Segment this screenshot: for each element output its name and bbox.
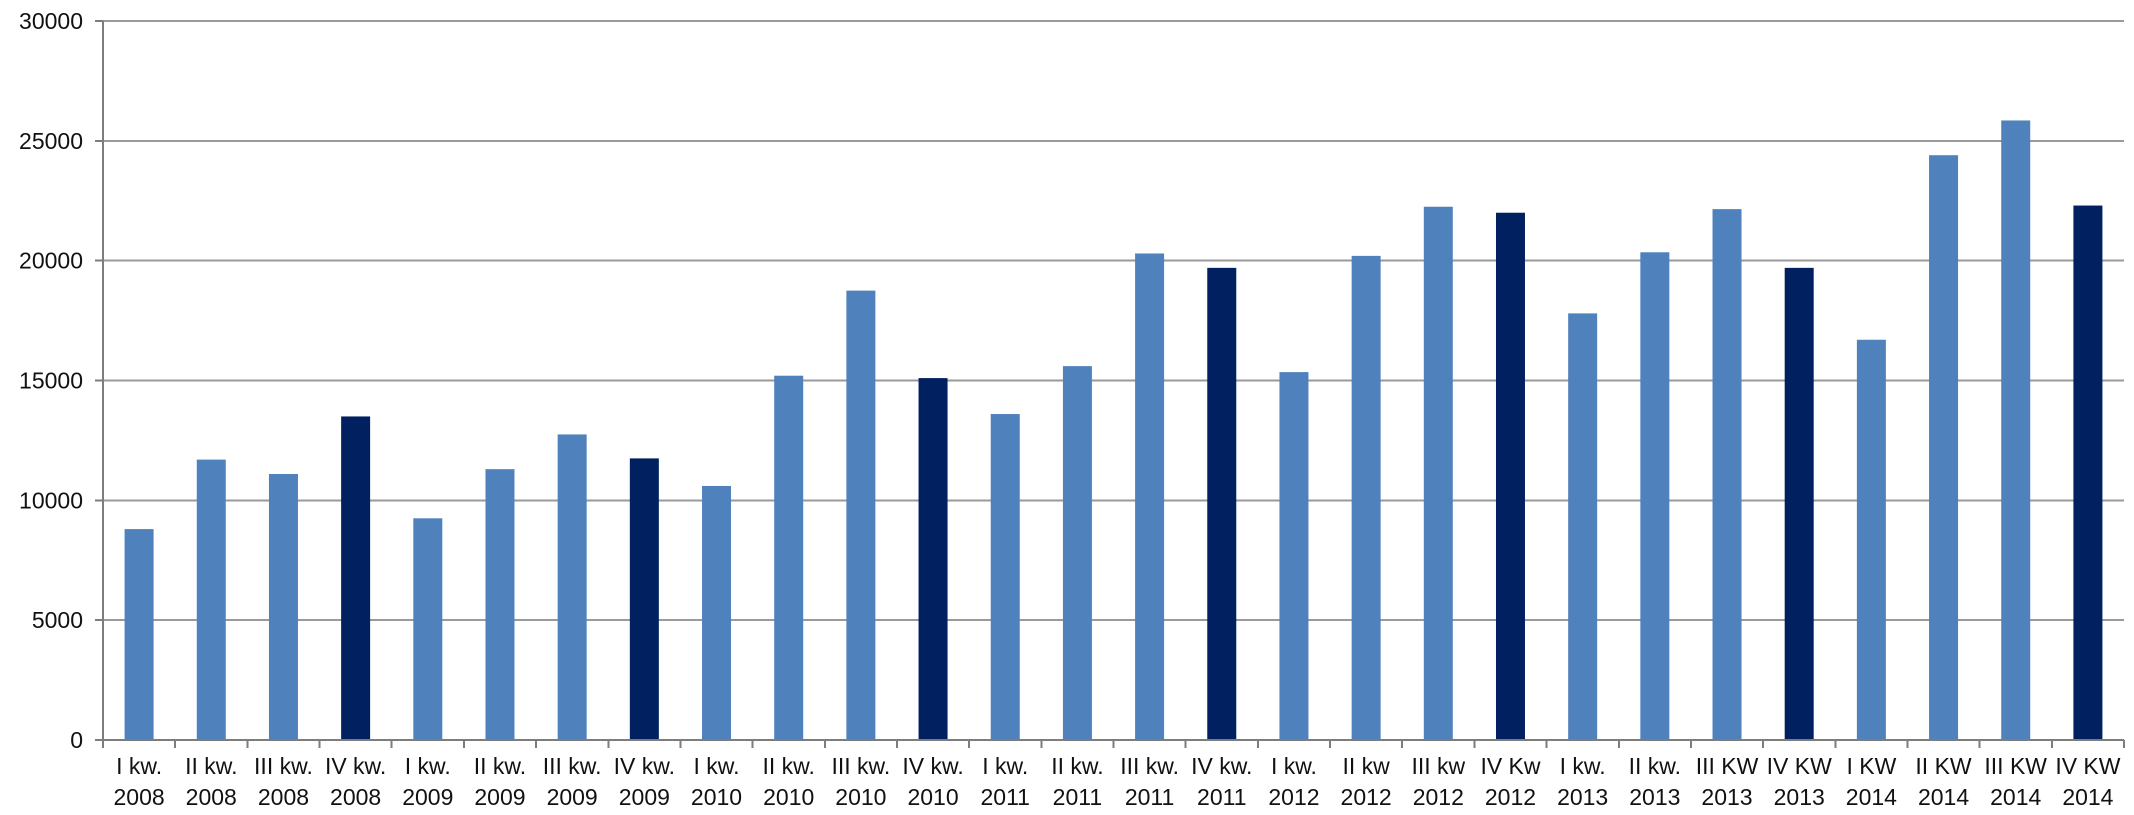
- x-tick-label-quarter: I kw.: [405, 753, 451, 779]
- y-tick-label: 25000: [19, 128, 83, 154]
- x-tick-label-year: 2008: [258, 784, 309, 810]
- x-tick-label-year: 2011: [1197, 784, 1246, 810]
- x-tick-label-quarter: II kw.: [762, 753, 814, 779]
- x-tick-label-year: 2014: [1990, 784, 2041, 810]
- x-tick-label-year: 2011: [980, 784, 1029, 810]
- x-tick-label-year: 2008: [114, 784, 165, 810]
- x-tick-label-year: 2013: [1557, 784, 1608, 810]
- bar: [1423, 206, 1453, 740]
- x-tick-label-year: 2012: [1268, 784, 1319, 810]
- x-tick-label-year: 2013: [1774, 784, 1825, 810]
- x-tick-label-year: 2014: [1918, 784, 1969, 810]
- x-tick-label-year: 2013: [1629, 784, 1680, 810]
- x-tick-label-quarter: III KW: [1696, 753, 1759, 779]
- x-tick-label-quarter: III KW: [1984, 753, 2047, 779]
- x-tick-label-quarter: IV kw.: [902, 753, 963, 779]
- x-tick-label-quarter: IV kw.: [1191, 753, 1252, 779]
- x-tick-label-year: 2010: [691, 784, 742, 810]
- bar: [1568, 313, 1598, 740]
- y-tick-label: 30000: [19, 8, 83, 34]
- x-tick-label-quarter: II KW: [1915, 753, 1972, 779]
- x-tick-label-quarter: IV Kw: [1480, 753, 1540, 779]
- bar: [918, 378, 948, 740]
- x-tick-label-quarter: III kw.: [254, 753, 313, 779]
- bar: [1135, 253, 1165, 740]
- x-tick-label-year: 2010: [835, 784, 886, 810]
- x-tick-label-quarter: I kw.: [116, 753, 162, 779]
- x-tick-label-quarter: IV kw.: [614, 753, 675, 779]
- x-tick-label-quarter: II kw.: [185, 753, 237, 779]
- x-tick-label-year: 2009: [474, 784, 525, 810]
- x-tick-label-year: 2008: [330, 784, 381, 810]
- bar: [990, 414, 1020, 740]
- bar: [2001, 120, 2031, 740]
- x-tick-label-quarter: III kw: [1411, 753, 1465, 779]
- x-tick-label-quarter: II kw.: [474, 753, 526, 779]
- y-tick-label: 5000: [32, 607, 83, 633]
- x-tick-label-quarter: III kw.: [543, 753, 602, 779]
- bar: [1351, 255, 1381, 740]
- bar: [557, 434, 587, 740]
- bar: [1640, 252, 1670, 741]
- x-tick-label-quarter: III kw.: [831, 753, 890, 779]
- bar: [485, 469, 515, 740]
- x-tick-label-year: 2011: [1053, 784, 1102, 810]
- x-tick-label-quarter: II kw: [1342, 753, 1390, 779]
- x-tick-label-quarter: I kw.: [1560, 753, 1606, 779]
- x-tick-label-year: 2011: [1125, 784, 1174, 810]
- x-tick-label-year: 2014: [2062, 784, 2113, 810]
- bar: [774, 375, 804, 740]
- bar: [268, 473, 298, 740]
- bar: [1856, 339, 1886, 740]
- bar: [413, 518, 443, 740]
- x-tick-label-year: 2010: [907, 784, 958, 810]
- bar: [1279, 372, 1309, 740]
- x-tick-label-year: 2008: [186, 784, 237, 810]
- x-tick-label-year: 2009: [547, 784, 598, 810]
- bar: [1712, 209, 1742, 741]
- y-tick-label: 10000: [19, 487, 83, 513]
- x-tick-label-quarter: II kw.: [1629, 753, 1681, 779]
- x-tick-label-quarter: I kw.: [1271, 753, 1317, 779]
- bar: [629, 458, 659, 740]
- x-tick-label-year: 2009: [619, 784, 670, 810]
- x-tick-label-year: 2014: [1846, 784, 1897, 810]
- y-tick-label: 15000: [19, 368, 83, 394]
- bar: [1929, 155, 1959, 741]
- x-tick-label-quarter: I kw.: [982, 753, 1028, 779]
- bar: [702, 485, 732, 740]
- x-tick-label-quarter: I kw.: [694, 753, 740, 779]
- x-tick-label-quarter: II kw.: [1051, 753, 1103, 779]
- x-tick-label-year: 2009: [402, 784, 453, 810]
- bar: [2073, 205, 2103, 740]
- bar-layer: [124, 120, 2103, 741]
- bar: [124, 529, 154, 740]
- y-tick-label: 20000: [19, 248, 83, 274]
- label-layer: 0 5000 10000 15000 20000 25000 30000 I kw. 2008 I…: [19, 8, 2121, 810]
- x-tick-label-quarter: IV kw.: [325, 753, 386, 779]
- x-tick-label-quarter: IV KW: [1767, 753, 1832, 779]
- bar: [341, 416, 371, 740]
- x-tick-label-quarter: I KW: [1846, 753, 1896, 779]
- y-tick-label: 0: [70, 727, 83, 753]
- x-tick-label-quarter: III kw.: [1120, 753, 1179, 779]
- bar: [1207, 267, 1237, 740]
- x-tick-label-year: 2012: [1341, 784, 1392, 810]
- bar: [1784, 267, 1814, 740]
- x-tick-label-year: 2010: [763, 784, 814, 810]
- x-tick-label-year: 2012: [1413, 784, 1464, 810]
- x-tick-label-year: 2013: [1701, 784, 1752, 810]
- bar: [1062, 366, 1092, 740]
- bar: [846, 290, 876, 740]
- bar: [196, 459, 226, 740]
- bar: [1495, 212, 1525, 740]
- x-tick-label-year: 2012: [1485, 784, 1536, 810]
- axis-layer: [95, 20, 2125, 748]
- x-tick-label-quarter: IV KW: [2055, 753, 2120, 779]
- grid-layer: [103, 20, 2124, 622]
